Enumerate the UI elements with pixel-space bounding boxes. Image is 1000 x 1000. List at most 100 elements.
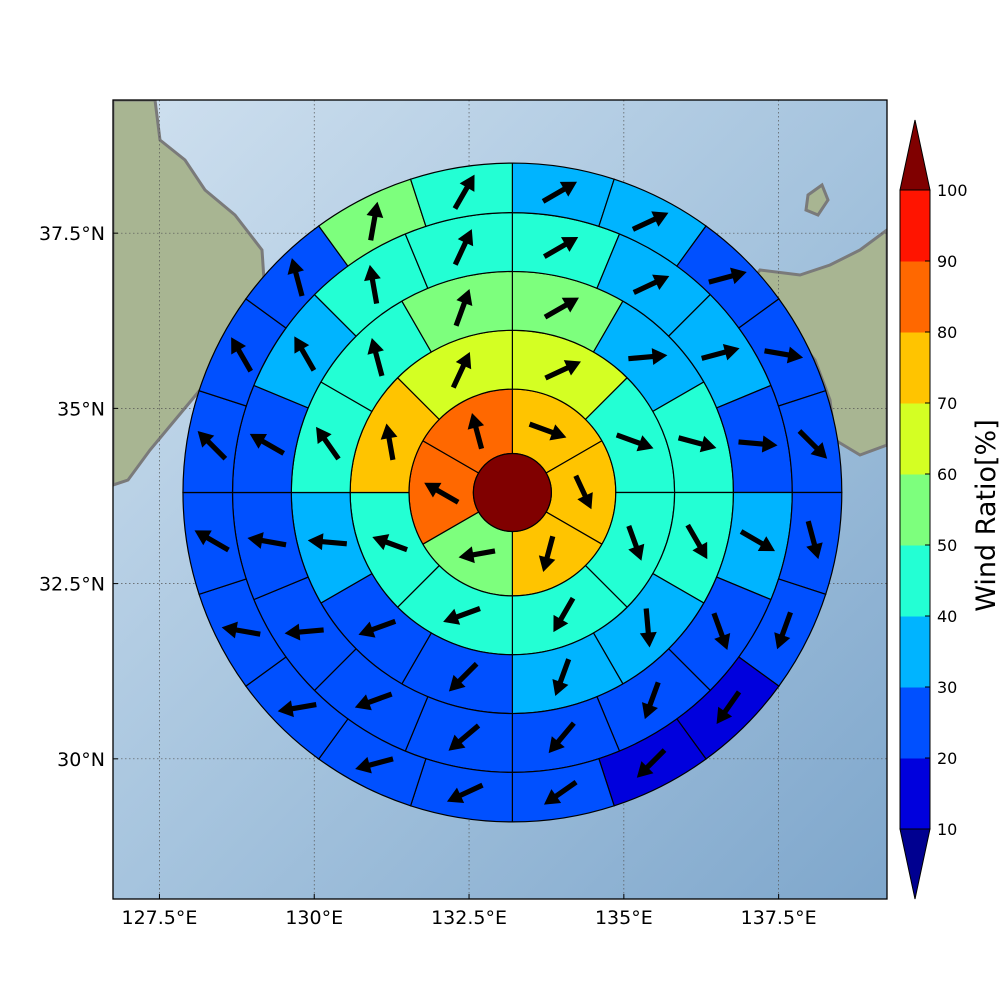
wind-arrow bbox=[287, 258, 305, 297]
wind-arrow bbox=[739, 529, 776, 552]
wind-arrow bbox=[452, 174, 475, 210]
wind-arrow bbox=[231, 337, 253, 373]
colorbar-band bbox=[900, 474, 930, 546]
colorbar-under-extend bbox=[899, 828, 931, 900]
y-tick-label: 32.5°N bbox=[39, 574, 105, 596]
wind-arrow bbox=[797, 429, 828, 459]
wind-arrow bbox=[538, 535, 556, 573]
x-tick-label: 127.5°E bbox=[121, 907, 197, 929]
wind-arrow bbox=[541, 181, 578, 204]
wind-arrow bbox=[358, 618, 397, 638]
wind-arrow bbox=[626, 525, 645, 561]
y-tick-label: 30°N bbox=[57, 749, 105, 771]
wind-arrow bbox=[354, 691, 393, 711]
wind-arrow bbox=[458, 546, 496, 564]
center-cell bbox=[472, 452, 552, 533]
wind-arrow bbox=[708, 267, 747, 285]
wind-arrow bbox=[450, 352, 472, 389]
colorbar-band bbox=[900, 403, 930, 475]
polar-sector-grid bbox=[182, 162, 843, 823]
wind-arrow bbox=[628, 348, 668, 366]
wind-arrow bbox=[448, 661, 479, 692]
wind-arrow bbox=[277, 700, 317, 718]
wind-arrow bbox=[548, 721, 576, 754]
wind-arrow bbox=[636, 748, 667, 778]
wind-arrow bbox=[764, 346, 804, 364]
wind-arrow bbox=[738, 435, 778, 453]
wind-arrow bbox=[316, 426, 341, 461]
wind-arrow bbox=[367, 338, 385, 377]
wind-arrow bbox=[677, 435, 717, 453]
wind-arrow bbox=[716, 690, 742, 724]
colorbar-tick-label: 50 bbox=[937, 536, 957, 555]
wind-arrow bbox=[221, 621, 261, 639]
colorbar-tick-label: 40 bbox=[937, 607, 957, 626]
wind-arrow bbox=[194, 530, 230, 553]
colorbar-tick-label: 10 bbox=[937, 820, 957, 839]
x-tick-label: 130°E bbox=[285, 907, 343, 929]
wind-arrow bbox=[544, 360, 581, 381]
x-tick-label: 135°E bbox=[595, 907, 653, 929]
colorbar-tick-label: 90 bbox=[937, 252, 957, 271]
wind-arrow bbox=[528, 421, 567, 441]
colorbar-band bbox=[900, 616, 930, 688]
wind-arrow bbox=[448, 723, 481, 751]
colorbar-label: Wind Ratio[%] bbox=[971, 419, 1000, 611]
wind-arrow bbox=[294, 336, 317, 372]
y-tick-label: 37.5°N bbox=[39, 223, 105, 245]
colorbar-band bbox=[900, 687, 930, 759]
colorbar-tick-label: 20 bbox=[937, 749, 957, 768]
colorbar-over-extend bbox=[899, 119, 931, 191]
wind-arrow bbox=[685, 523, 708, 560]
wind-arrow bbox=[372, 534, 408, 553]
wind-arrow bbox=[424, 482, 460, 505]
colorbar-band bbox=[900, 332, 930, 404]
wind-arrow bbox=[615, 432, 654, 452]
wind-arrow bbox=[307, 533, 348, 551]
wind-arrow bbox=[701, 343, 740, 361]
wind-arrow bbox=[197, 430, 228, 461]
wind-arrow bbox=[632, 274, 670, 295]
colorbar-tick-label: 70 bbox=[937, 394, 957, 413]
colorbar-band bbox=[900, 261, 930, 333]
y-tick-label: 35°N bbox=[57, 398, 105, 420]
wind-arrows bbox=[194, 174, 828, 805]
colorbar-tick-label: 100 bbox=[937, 181, 968, 200]
colorbar-tick-label: 30 bbox=[937, 678, 957, 697]
colorbar-band bbox=[900, 758, 930, 830]
wind-arrow bbox=[542, 237, 579, 259]
wind-arrow bbox=[552, 658, 572, 697]
wind-arrow bbox=[641, 681, 661, 720]
wind-arrow bbox=[774, 611, 793, 650]
map-axis-ticks: 127.5°E 130°E 132.5°E 135°E 137.5°E 30°N 32.5°… bbox=[39, 223, 817, 929]
wind-arrow bbox=[452, 229, 474, 266]
wind-arrow bbox=[453, 288, 473, 327]
colorbar-tick-label: 80 bbox=[937, 323, 957, 342]
colorbar-band bbox=[900, 545, 930, 617]
wind-arrow bbox=[364, 264, 381, 304]
wind-arrow bbox=[467, 412, 485, 450]
wind-arrow bbox=[249, 433, 286, 456]
wind-arrow bbox=[805, 520, 823, 560]
wind-arrow bbox=[573, 474, 593, 510]
wind-arrow bbox=[543, 297, 579, 320]
wind-arrow bbox=[380, 423, 398, 461]
wind-arrow bbox=[639, 608, 657, 648]
colorbar-tick-label: 60 bbox=[937, 465, 957, 484]
wind-arrow bbox=[366, 201, 384, 241]
colorbar: 10 20 30 40 50 60 70 80 90 100 Wind Ratio[%] bbox=[899, 119, 1000, 900]
wind-arrow bbox=[247, 532, 287, 549]
x-tick-label: 132.5°E bbox=[431, 907, 507, 929]
wind-arrow bbox=[631, 211, 669, 232]
sado-island bbox=[804, 182, 830, 217]
wind-arrow bbox=[355, 756, 394, 774]
wind-arrow bbox=[543, 780, 578, 805]
x-tick-label: 137.5°E bbox=[741, 907, 817, 929]
wind-arrow bbox=[284, 623, 324, 641]
wind-arrow bbox=[443, 606, 481, 625]
colorbar-frame bbox=[899, 189, 931, 830]
wind-arrow bbox=[553, 596, 576, 633]
map-area bbox=[113, 100, 887, 899]
wind-arrow bbox=[446, 782, 484, 804]
